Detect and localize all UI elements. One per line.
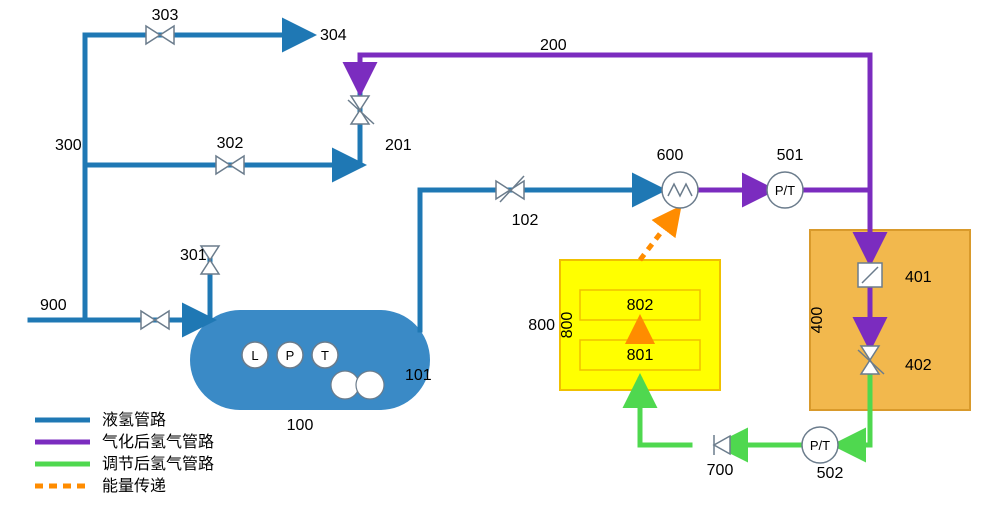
label-n900: 900: [40, 297, 67, 314]
svg-text:P/T: P/T: [775, 183, 795, 198]
box-400: [810, 230, 970, 410]
sensor: P/T: [767, 172, 803, 208]
label-n802: 802: [627, 297, 654, 314]
legend-gas: 气化后氢气管路: [102, 433, 214, 451]
svg-text:P: P: [286, 348, 295, 363]
pump-101: [331, 371, 359, 399]
legend-reg: 调节后氢气管路: [102, 455, 214, 473]
label-n300: 300: [55, 137, 82, 154]
tank-100: [190, 310, 430, 410]
label-n303: 303: [152, 7, 179, 24]
label-n402: 402: [905, 357, 932, 374]
legend-liquid: 液氢管路: [102, 411, 166, 429]
valve: [141, 311, 169, 329]
sensor: L: [242, 342, 268, 368]
label-n600: 600: [657, 147, 684, 164]
svg-text:T: T: [321, 348, 329, 363]
label-n501: 501: [777, 147, 804, 164]
check-valve: [714, 435, 730, 455]
label-n100: 100: [287, 417, 314, 434]
label-n400: 400: [809, 307, 826, 334]
energy-800-600: [640, 210, 678, 260]
label-n201: 201: [385, 137, 412, 154]
svg-text:P/T: P/T: [810, 438, 830, 453]
valve: [146, 26, 174, 44]
sensor: P: [277, 342, 303, 368]
label-n502: 502: [817, 465, 844, 482]
label-n801: 801: [627, 347, 654, 364]
component-401: [858, 263, 882, 287]
label-n700: 700: [707, 462, 734, 479]
sensor: T: [312, 342, 338, 368]
sensor: P/T: [802, 427, 838, 463]
svg-text:L: L: [251, 348, 258, 363]
label-n800: 800: [528, 317, 555, 334]
label-n301: 301: [180, 247, 207, 264]
valve: [216, 156, 244, 174]
label-n401: 401: [905, 269, 932, 286]
label-n304: 304: [320, 27, 347, 44]
label-n800: 800: [559, 312, 576, 339]
label-n200: 200: [540, 37, 567, 54]
legend-energy: 能量传递: [102, 477, 166, 495]
label-n302: 302: [217, 135, 244, 152]
label-n101: 101: [405, 367, 432, 384]
label-n102: 102: [512, 212, 539, 229]
hydrogen-system-diagram: P/T P/T L P T 303 304 300 302 201 200 600 501 900 301…: [0, 0, 1000, 512]
heat-exchanger-600: [662, 172, 698, 208]
